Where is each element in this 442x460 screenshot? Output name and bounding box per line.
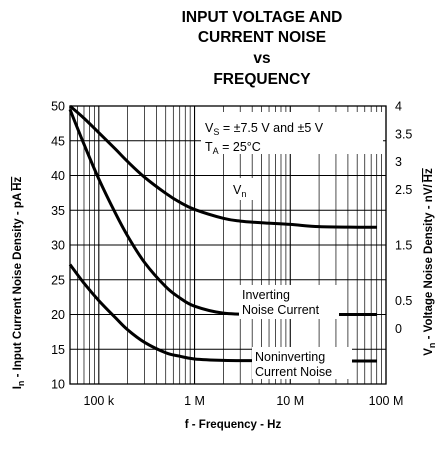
left-y-axis-label-text: In - Input Current Noise Density - pA Hz (12, 176, 26, 389)
title-line-4: FREQUENCY (213, 71, 311, 88)
right-y-tick-label: 4 (395, 100, 402, 114)
x-axis-label: f - Frequency - Hz (185, 419, 282, 431)
right-y-label-main: - Voltage Noise Density - nV/ (423, 184, 435, 343)
left-y-tick-label: 50 (51, 100, 65, 114)
series-label-vn: Vn (233, 183, 246, 199)
x-tick-label: 100 k (84, 394, 115, 408)
right-y-label-sub: n (427, 343, 437, 349)
left-y-tick-label: 45 (51, 134, 65, 148)
title-line-1: INPUT VOLTAGE AND (182, 9, 343, 26)
series-label-inverting-1: Inverting (242, 288, 290, 302)
left-y-label-main: - Input Current Noise Density - pA (12, 193, 24, 381)
inverting-label-box (239, 285, 339, 319)
title-line-3: vs (253, 50, 270, 67)
right-y-label-prefix: V (423, 348, 435, 356)
x-tick-label: 100 M (369, 394, 404, 408)
vn-label-main: V (233, 183, 242, 197)
series-label-inverting-2: Noise Current (242, 303, 320, 317)
left-y-axis-label: In - Input Current Noise Density - pA Hz (12, 176, 26, 389)
cond1-rest: = ±7.5 V and ±5 V (219, 121, 323, 135)
right-y-tick-label: 3.5 (395, 127, 412, 141)
right-y-tick-label: 0.5 (395, 294, 412, 308)
x-tick-label: 1 M (184, 394, 205, 408)
cond2-sub: A (213, 146, 219, 156)
right-y-axis-label-text: Vn - Voltage Noise Density - nV/Hz (423, 168, 437, 356)
left-y-tick-label: 10 (51, 378, 65, 392)
noninverting-label-box (252, 347, 352, 379)
left-y-tick-label: 15 (51, 343, 65, 357)
conditions-line-1: VS = ±7.5 V and ±5 V (205, 121, 324, 137)
vn-label-box (230, 178, 256, 200)
annotations: VS = ±7.5 V and ±5 V TA = 25°C Vn Invert… (201, 112, 383, 379)
cond1-prefix: V (205, 121, 214, 135)
left-y-tick-label: 35 (51, 204, 65, 218)
right-y-tick-labels: 0 0.5 1.5 2.5 3 3.5 4 (395, 100, 412, 336)
x-tick-labels: 100 k 1 M 10 M 100 M (84, 394, 404, 408)
left-y-tick-label: 20 (51, 308, 65, 322)
left-y-tick-labels: 10 15 20 25 30 35 40 45 50 (51, 100, 65, 392)
right-y-tick-label: 2.5 (395, 183, 412, 197)
cond1-sub: S (213, 127, 219, 137)
cond2-prefix: T (205, 140, 213, 154)
series-label-noninverting-1: Noninverting (255, 350, 325, 364)
chart-title: INPUT VOLTAGE AND CURRENT NOISE vs FREQU… (182, 9, 343, 88)
plot-frame (69, 105, 387, 385)
vn-curve (69, 104, 377, 229)
vn-label-sub: n (241, 189, 246, 199)
conditions-box (201, 112, 383, 154)
left-y-label-prefix: I (12, 386, 24, 389)
right-y-tick-label: 3 (395, 155, 402, 169)
right-y-axis-label: Vn - Voltage Noise Density - nV/Hz (423, 168, 437, 356)
right-y-tick-label: 1.5 (395, 239, 412, 253)
series-label-noninverting-2: Current Noise (255, 365, 332, 379)
right-y-tick-label: 0 (395, 322, 402, 336)
cond2-rest: = 25°C (219, 140, 261, 154)
left-y-label-sub: n (16, 381, 26, 387)
title-line-2: CURRENT NOISE (198, 29, 326, 46)
left-y-label-root: Hz (12, 176, 24, 190)
left-y-tick-label: 30 (51, 239, 65, 253)
right-y-label-root: Hz (423, 168, 435, 182)
left-y-tick-label: 25 (51, 273, 65, 287)
left-y-tick-label: 40 (51, 169, 65, 183)
x-tick-label: 10 M (276, 394, 304, 408)
conditions-line-2: TA = 25°C (205, 140, 261, 156)
